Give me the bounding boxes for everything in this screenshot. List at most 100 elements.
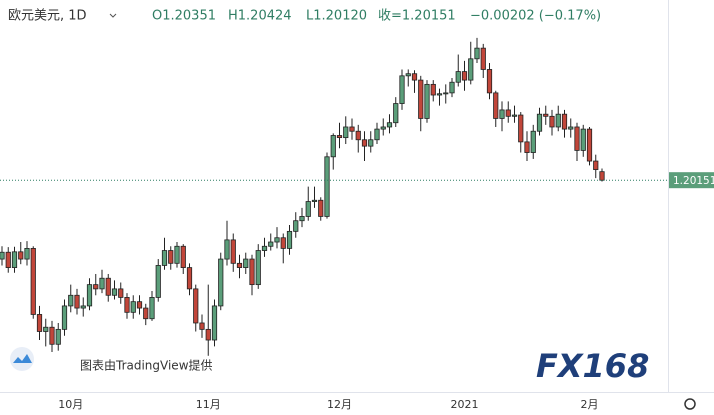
candle-body <box>311 199 318 202</box>
candle-body <box>543 113 549 117</box>
candle-body <box>580 128 586 151</box>
candle-body <box>430 83 436 96</box>
candle-body <box>43 326 49 332</box>
candle-body <box>255 250 261 286</box>
candle-body <box>80 305 86 309</box>
candle-body <box>424 83 430 119</box>
candle-body <box>143 307 149 320</box>
candle-body <box>505 109 511 117</box>
candle-body <box>124 297 130 313</box>
candle-body <box>593 160 599 170</box>
ohlc-value: L1.20120 <box>306 9 367 24</box>
candle-body <box>561 113 568 130</box>
candle-body <box>61 305 68 330</box>
candle-body <box>549 115 555 128</box>
candle-body <box>399 75 405 104</box>
ohlc-header: O1.20351 H1.20424 L1.20120 收=1.20151 −0.0020… <box>152 9 601 24</box>
candle-body <box>468 58 474 81</box>
candle-body <box>224 239 230 260</box>
candle-body <box>268 241 274 247</box>
candle-body <box>0 251 5 260</box>
candle-body <box>474 47 480 60</box>
ohlc-value: −0.00202 (−0.17%) <box>470 9 601 24</box>
chart-title: 欧元美元, 1D <box>8 9 87 24</box>
candle-body <box>518 114 524 143</box>
candle-body <box>418 79 424 119</box>
fx168-logo: FX168 <box>536 347 649 385</box>
candle-body <box>493 92 499 119</box>
candle-body <box>436 93 443 96</box>
candle-body <box>574 126 580 151</box>
candle-body <box>105 277 111 296</box>
candle-body <box>230 239 236 264</box>
ohlc-value: 收=1.20151 <box>378 9 456 24</box>
candle-body <box>324 156 330 217</box>
candle-body <box>118 288 124 298</box>
candle-body <box>211 305 218 341</box>
candle-body <box>318 199 324 217</box>
candle-body <box>568 126 574 130</box>
candle-body <box>180 245 186 268</box>
candle-body <box>68 294 74 307</box>
candle-body <box>168 250 174 264</box>
candle-body <box>243 258 249 268</box>
candle-body <box>93 284 99 290</box>
x-tick-label: 12月 <box>327 398 352 411</box>
candle-body <box>18 251 24 260</box>
candle-body <box>393 103 399 124</box>
candle-body <box>111 288 118 296</box>
candle-body <box>336 135 343 139</box>
candle-body <box>355 130 361 141</box>
tv-logo <box>10 347 34 371</box>
candle-body <box>586 128 593 162</box>
candle-body <box>205 328 211 341</box>
candle-body <box>405 73 411 77</box>
x-tick-label: 2021 <box>451 398 479 411</box>
candle-body <box>368 139 374 147</box>
candle-body <box>249 258 255 286</box>
candle-body <box>36 314 43 332</box>
candle-body <box>155 265 161 298</box>
x-tick-label: 11月 <box>196 398 221 411</box>
candle-body <box>286 230 293 249</box>
candle-body <box>136 301 143 309</box>
candle-body <box>24 248 30 260</box>
candle-body <box>174 245 180 264</box>
candle-body <box>293 220 299 232</box>
ohlc-value: H1.20424 <box>228 9 292 24</box>
candle-body <box>511 114 518 117</box>
candle-body <box>599 171 605 181</box>
candle-body <box>186 267 193 290</box>
candle-body <box>374 128 380 141</box>
candle-body <box>486 69 493 94</box>
candle-body <box>49 326 55 345</box>
candle-body <box>305 201 311 217</box>
candle-body <box>530 130 536 153</box>
candle-body <box>480 47 486 70</box>
last-price-label: 1.20151 <box>673 175 714 187</box>
candle-body <box>86 284 93 307</box>
candle-body <box>261 245 268 251</box>
candle-body <box>274 237 280 243</box>
candle-body <box>461 71 468 81</box>
candle-body <box>236 262 243 268</box>
candle-body <box>499 109 505 119</box>
candle-body <box>161 250 168 266</box>
candle-body <box>30 248 36 315</box>
candle-body <box>280 237 286 249</box>
settings-gear[interactable] <box>684 398 696 410</box>
last-price-tag <box>669 172 714 189</box>
candle-body <box>330 135 336 158</box>
candle-body <box>99 277 105 290</box>
candle-body <box>349 126 355 132</box>
candle-body <box>411 73 418 81</box>
candle-body <box>380 126 386 130</box>
candle-body <box>536 113 543 132</box>
tv-logo-mark <box>13 354 32 363</box>
candle-body <box>199 322 205 330</box>
interval-dropdown[interactable] <box>109 13 117 18</box>
candle-body <box>449 81 455 94</box>
candle-body <box>5 251 11 268</box>
